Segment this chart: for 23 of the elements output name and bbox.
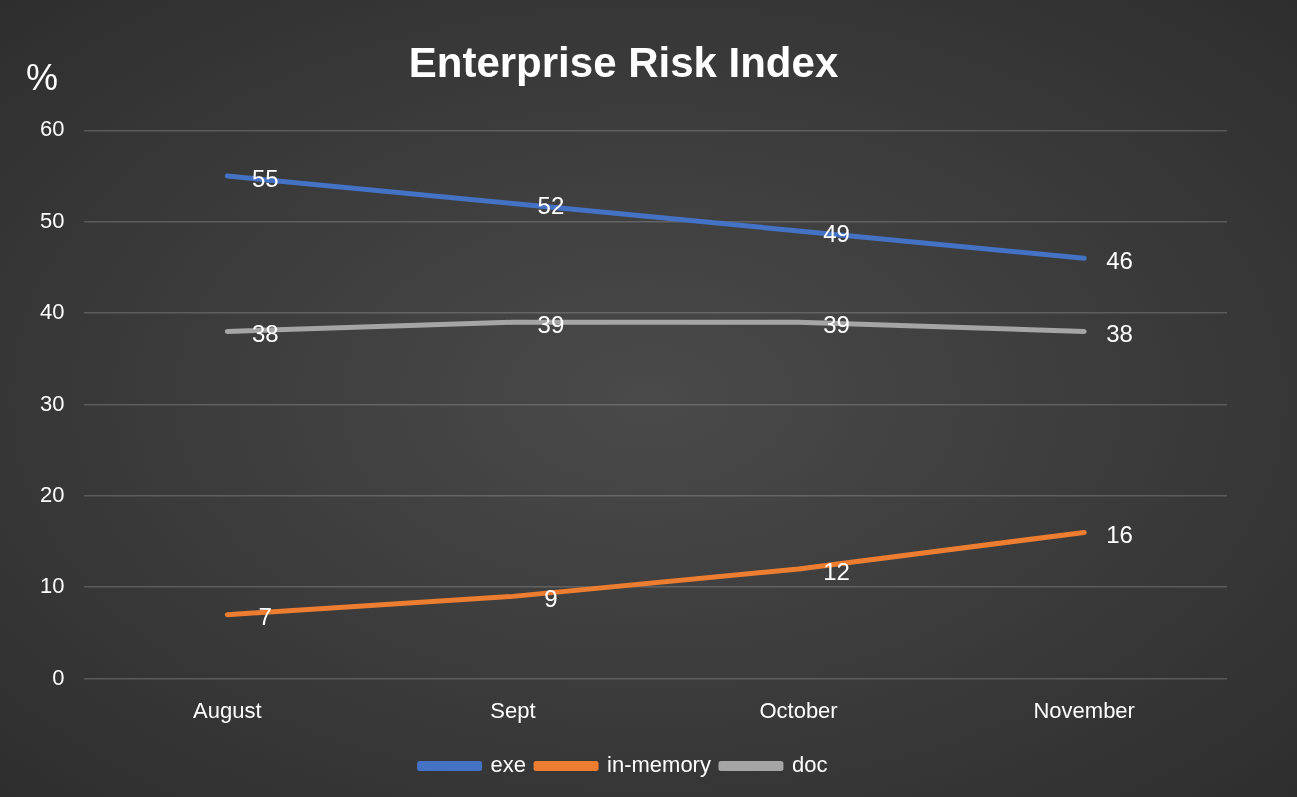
x-tick-label: October — [759, 697, 838, 723]
y-tick-label: 10 — [39, 573, 65, 599]
x-tick-label: Sept — [490, 697, 536, 723]
x-tick-label: August — [193, 697, 262, 723]
data-label: 39 — [537, 310, 565, 338]
chart-title: Enterprise Risk Index — [408, 38, 839, 86]
data-label: 38 — [1106, 320, 1133, 348]
y-tick-label: 50 — [39, 207, 65, 233]
legend-label: exe — [490, 752, 527, 778]
y-tick-label: 40 — [39, 299, 65, 325]
data-label: 12 — [823, 557, 850, 585]
data-label: 38 — [251, 320, 279, 348]
y-tick-label: 0 — [52, 664, 65, 690]
y-tick-label: 60 — [39, 116, 65, 142]
x-tick-label: November — [1033, 697, 1135, 723]
data-label: 39 — [823, 310, 850, 338]
legend-label: doc — [791, 752, 828, 778]
y-axis-title: % — [26, 56, 59, 98]
legend-label: in-memory — [607, 752, 711, 778]
y-tick-label: 20 — [39, 481, 65, 507]
data-label: 46 — [1106, 246, 1133, 274]
data-label: 16 — [1106, 521, 1133, 549]
y-tick-label: 30 — [39, 390, 65, 416]
